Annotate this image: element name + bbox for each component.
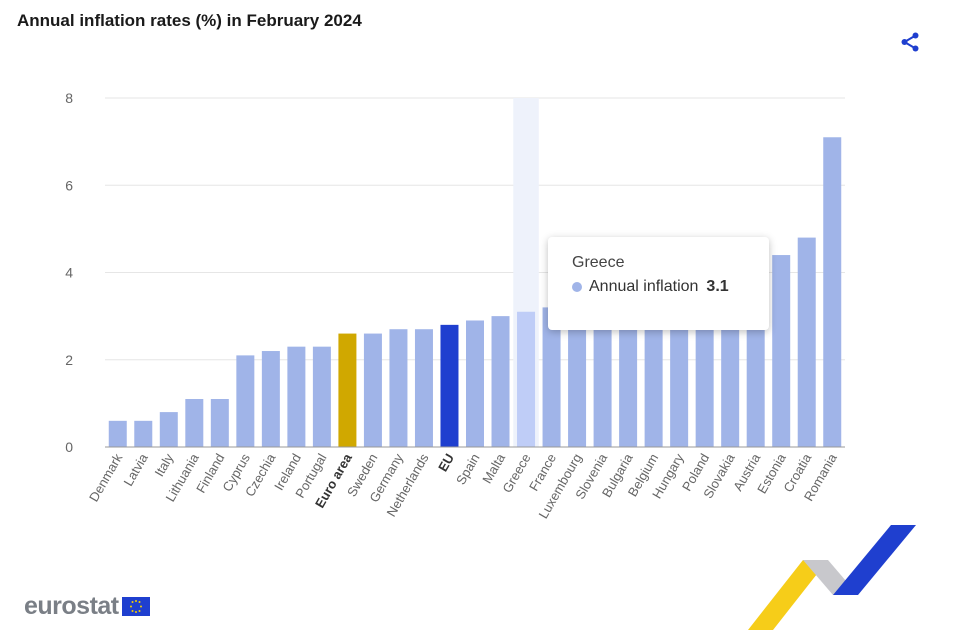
bar-ireland[interactable]	[287, 346, 306, 447]
chart-title: Annual inflation rates (%) in February 2…	[17, 11, 362, 30]
logo-text: eurostat	[24, 592, 119, 620]
bar-spain[interactable]	[466, 320, 484, 447]
bar-euro-area[interactable]	[338, 333, 357, 447]
tooltip-row: Annual inflation 3.1	[572, 278, 769, 296]
bar-latvia[interactable]	[134, 420, 153, 447]
x-tick-label: Latvia	[121, 450, 152, 488]
tooltip-series-name: Annual inflation	[589, 278, 699, 295]
bar-greece[interactable]	[517, 311, 536, 447]
tooltip-value: 3.1	[706, 278, 729, 295]
y-tick-label: 8	[65, 90, 73, 106]
bar-finland[interactable]	[210, 399, 229, 447]
bar-czechia[interactable]	[261, 351, 280, 447]
bar-portugal[interactable]	[312, 346, 331, 447]
bar-sweden[interactable]	[363, 333, 382, 447]
bar-eu[interactable]	[440, 324, 459, 447]
x-tick-label: Spain	[453, 451, 483, 487]
x-tick-label: EU	[435, 451, 457, 474]
decorative-ribbon	[748, 525, 916, 630]
share-icon[interactable]	[898, 30, 922, 54]
bar-bulgaria[interactable]	[619, 294, 638, 447]
bar-romania[interactable]	[823, 137, 842, 447]
bar-estonia[interactable]	[772, 255, 791, 447]
eu-flag-icon	[121, 597, 150, 616]
bar-luxembourg[interactable]	[568, 307, 587, 447]
bar-netherlands[interactable]	[414, 329, 433, 447]
y-tick-label: 6	[65, 177, 73, 193]
eurostat-logo: eurostat	[24, 592, 150, 621]
bar-germany[interactable]	[389, 329, 408, 447]
bar-denmark[interactable]	[108, 420, 127, 447]
bar-france[interactable]	[542, 307, 561, 447]
bar-italy[interactable]	[159, 412, 178, 447]
x-tick-label: Denmark	[86, 451, 126, 505]
series-marker-icon	[572, 282, 582, 292]
y-tick-label: 4	[65, 265, 73, 281]
tooltip-category: Greece	[572, 254, 625, 271]
x-tick-label: Italy	[151, 451, 176, 480]
y-tick-label: 2	[65, 352, 73, 368]
bar-lithuania[interactable]	[185, 399, 204, 447]
y-tick-label: 0	[65, 439, 73, 455]
chart-tooltip: Greece Annual inflation 3.1	[548, 237, 769, 330]
bar-slovenia[interactable]	[593, 298, 612, 447]
bar-croatia[interactable]	[797, 237, 816, 447]
bar-cyprus[interactable]	[236, 355, 255, 447]
bar-malta[interactable]	[491, 316, 510, 447]
